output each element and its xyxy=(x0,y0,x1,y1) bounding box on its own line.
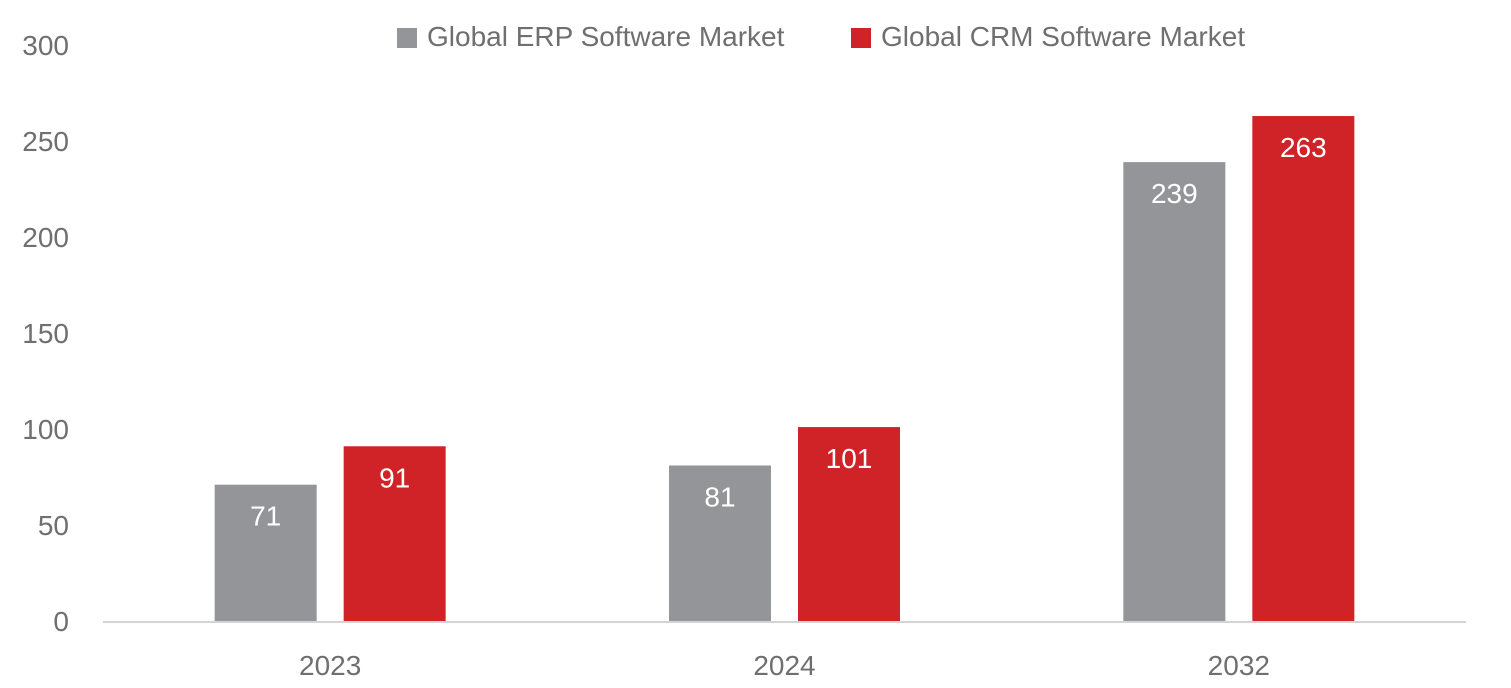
legend-swatch xyxy=(397,28,417,48)
x-tick-label: 2032 xyxy=(1208,650,1270,681)
bars: 71 91 81 101 239 263 xyxy=(214,116,1355,621)
legend-swatch xyxy=(851,28,871,48)
y-tick-label: 100 xyxy=(22,414,69,445)
y-axis: 0 50 100 150 200 250 300 xyxy=(22,30,69,637)
legend: Global ERP Software Market Global CRM Sof… xyxy=(397,21,1245,52)
bar xyxy=(798,427,900,621)
data-label: 101 xyxy=(826,443,873,474)
y-tick-label: 0 xyxy=(53,606,69,637)
y-tick-label: 50 xyxy=(38,510,69,541)
bar xyxy=(1123,162,1226,621)
bar xyxy=(669,465,771,621)
data-label: 239 xyxy=(1151,178,1198,209)
x-tick-label: 2023 xyxy=(299,650,361,681)
data-label: 81 xyxy=(704,481,735,512)
x-axis: 2023 2024 2032 xyxy=(299,650,1270,681)
legend-label: Global ERP Software Market xyxy=(427,21,785,52)
y-tick-label: 200 xyxy=(22,222,69,253)
data-label: 263 xyxy=(1280,132,1327,163)
y-tick-label: 300 xyxy=(22,30,69,61)
bar xyxy=(214,484,317,621)
data-label: 71 xyxy=(250,501,281,532)
y-tick-label: 250 xyxy=(22,126,69,157)
data-label: 91 xyxy=(379,462,410,493)
bar xyxy=(1252,116,1355,621)
y-tick-label: 150 xyxy=(22,318,69,349)
x-tick-label: 2024 xyxy=(753,650,815,681)
bar xyxy=(343,446,446,621)
legend-label: Global CRM Software Market xyxy=(881,21,1245,52)
